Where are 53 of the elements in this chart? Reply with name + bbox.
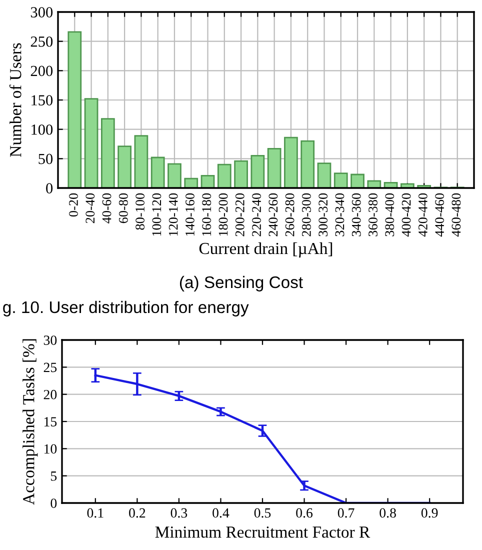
x-tick-label: 0.1 bbox=[87, 508, 104, 518]
y-tick-label: 25 bbox=[44, 362, 57, 372]
x-tick-label: 260-280 bbox=[285, 193, 294, 236]
x-tick-label: 160-180 bbox=[202, 193, 212, 236]
x-tick-label: 0-20 bbox=[69, 193, 78, 217]
x-tick-label: 220-240 bbox=[252, 193, 261, 236]
x-tick-label: 0.9 bbox=[421, 508, 438, 518]
x-tick-label: 300-320 bbox=[318, 193, 328, 236]
x-tick-label: 20-40 bbox=[86, 193, 95, 224]
x-tick-label: 380-400 bbox=[385, 193, 394, 236]
text: (a) Sensing Cost bbox=[180, 276, 303, 292]
y-tick-label: 250 bbox=[30, 36, 53, 47]
y-tick-label: 150 bbox=[32, 95, 53, 106]
y-tick-label: 50 bbox=[38, 154, 53, 164]
x-tick-label: 0.5 bbox=[254, 508, 271, 518]
x-tick-label: 100-120 bbox=[152, 193, 162, 236]
x-axis-title: Minimum Recruitment Factor R bbox=[155, 526, 370, 538]
x-axis-title: Current drain [µAh] bbox=[199, 242, 332, 258]
x-tick-label: 180-200 bbox=[218, 193, 228, 236]
y-tick-label: 30 bbox=[44, 336, 57, 345]
x-tick-label: 240-260 bbox=[268, 193, 278, 236]
x-tick-label: 60-80 bbox=[118, 193, 128, 224]
y-tick-label: 0 bbox=[46, 183, 53, 194]
x-tick-label: 40-60 bbox=[102, 193, 112, 224]
x-tick-label: 440-460 bbox=[435, 193, 444, 237]
y-tick-label: 300 bbox=[30, 7, 53, 18]
x-tick-label: 80-100 bbox=[136, 193, 145, 230]
y-tick-label: 15 bbox=[44, 417, 57, 426]
y-axis-title: Number of Users bbox=[9, 43, 22, 157]
x-tick-label: 0.4 bbox=[212, 508, 230, 518]
x-tick-label: 460-480 bbox=[452, 193, 461, 237]
x-tick-label: 0.6 bbox=[296, 508, 313, 518]
x-tick-label: 140-160 bbox=[186, 193, 194, 236]
y-tick-label: 10 bbox=[44, 444, 57, 454]
x-tick-label: 0.8 bbox=[380, 508, 396, 518]
y-axis-title: Accomplished Tasks [%] bbox=[22, 339, 38, 505]
y-tick-label: 5 bbox=[51, 472, 57, 481]
x-tick-label: 340-360 bbox=[352, 193, 361, 236]
y-tick-label: 200 bbox=[30, 66, 53, 76]
x-tick-label: 360-380 bbox=[368, 193, 378, 236]
x-tick-label: 120-140 bbox=[168, 193, 178, 236]
x-tick-label: 0.2 bbox=[129, 508, 146, 518]
x-tick-label: 320-340 bbox=[335, 193, 344, 236]
y-tick-label: 20 bbox=[44, 390, 57, 400]
y-tick-label: 100 bbox=[32, 124, 53, 135]
x-tick-label: 400-420 bbox=[402, 193, 411, 237]
x-tick-label: 0.7 bbox=[338, 508, 354, 518]
x-tick-label: 280-300 bbox=[302, 193, 311, 236]
y-tick-label: 0 bbox=[50, 498, 57, 508]
x-tick-label: 0.3 bbox=[170, 508, 188, 518]
x-tick-label: 420-440 bbox=[418, 193, 428, 237]
x-tick-label: 200-220 bbox=[235, 193, 244, 236]
text: g. 10. User distribution for energy bbox=[3, 300, 249, 316]
